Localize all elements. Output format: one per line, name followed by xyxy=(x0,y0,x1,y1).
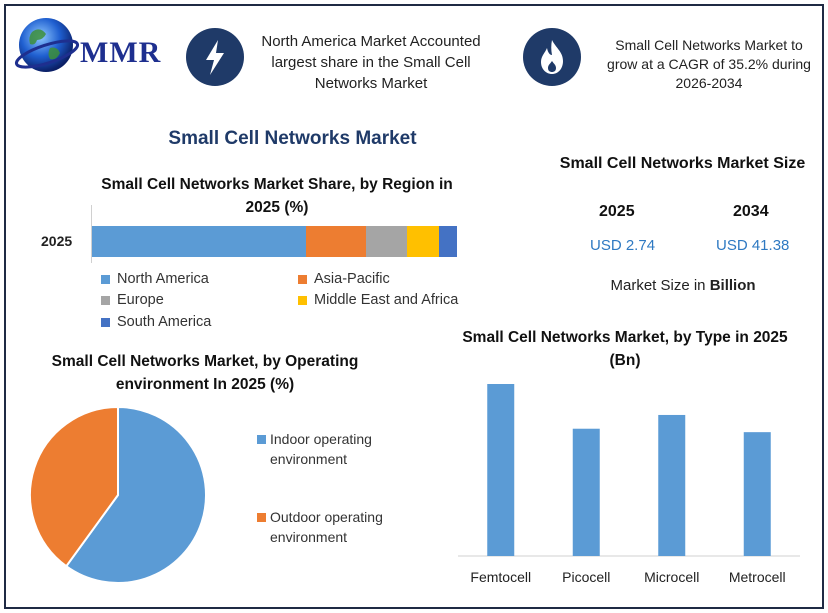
region-bar-segment-south-america xyxy=(438,226,457,257)
region-stacked-bar xyxy=(92,226,457,257)
region-bar-segment-asia-pacific xyxy=(306,226,366,257)
legend-europe: Europe xyxy=(101,292,164,308)
highlight-left-text: North America Market Accounted largest s… xyxy=(261,33,481,92)
type-tick-label: Microcell xyxy=(644,569,699,585)
type-tick-label: Metrocell xyxy=(729,569,786,585)
region-bar-category-label: 2025 xyxy=(41,233,73,249)
type-bar-microcell xyxy=(658,414,686,556)
pie-chart xyxy=(29,405,207,584)
value-2034: USD 41.38 xyxy=(716,237,790,254)
type-tick-label: Femtocell xyxy=(470,569,531,585)
legend-swatch xyxy=(101,295,110,305)
highlight-right-text: Small Cell Networks Market to grow at a … xyxy=(607,37,811,91)
pie-slice-indoor xyxy=(64,405,207,584)
flame-icon xyxy=(523,28,581,86)
type-bar-metrocell xyxy=(743,432,771,556)
legend-middle-east-africa: Middle East and Africa xyxy=(298,292,458,308)
region-bar-segment-middle-east-and-africa xyxy=(406,226,439,257)
region-bar-segment-north-america xyxy=(92,226,307,257)
legend-swatch xyxy=(298,295,307,305)
legend-north-america: North America xyxy=(101,271,209,287)
pie-legend-outdoor: Outdoor operating environment xyxy=(257,507,410,547)
year-2025-label: 2025 xyxy=(599,203,635,220)
pie-legend-indoor: Indoor operating environment xyxy=(257,429,410,469)
legend-swatch xyxy=(257,435,266,444)
page-title: Small Cell Networks Market xyxy=(168,128,417,149)
type-bar-picocell xyxy=(572,428,600,556)
type-bar-chart: Femtocell Picocell Microcell Metrocell xyxy=(458,384,800,585)
market-size-title: Small Cell Networks Market Size xyxy=(559,155,806,172)
legend-swatch xyxy=(257,513,266,522)
pie-chart-title: Small Cell Networks Market, by Operating… xyxy=(51,353,359,393)
legend-swatch xyxy=(101,274,110,284)
legend-swatch xyxy=(298,274,307,284)
legend-south-america: South America xyxy=(101,314,211,330)
region-axis-line xyxy=(91,205,92,263)
lightning-bolt-icon xyxy=(186,28,244,86)
globe-logo-icon xyxy=(14,18,80,72)
value-2025: USD 2.74 xyxy=(590,237,656,254)
type-chart-title: Small Cell Networks Market, by Type in 2… xyxy=(462,329,788,369)
infographic-frame xyxy=(4,4,824,609)
market-size-unit: Market Size in Billion xyxy=(610,277,756,294)
logo-text: MMR xyxy=(80,36,162,69)
legend-asia-pacific: Asia-Pacific xyxy=(298,271,390,287)
type-bar-femtocell xyxy=(487,384,515,556)
region-chart-title: Small Cell Networks Market Share, by Reg… xyxy=(101,176,453,216)
legend-swatch xyxy=(101,317,110,327)
pie-slice-outdoor xyxy=(29,405,119,568)
type-tick-label: Picocell xyxy=(562,569,610,585)
year-2034-label: 2034 xyxy=(733,203,769,220)
region-bar-segment-europe xyxy=(365,226,407,257)
